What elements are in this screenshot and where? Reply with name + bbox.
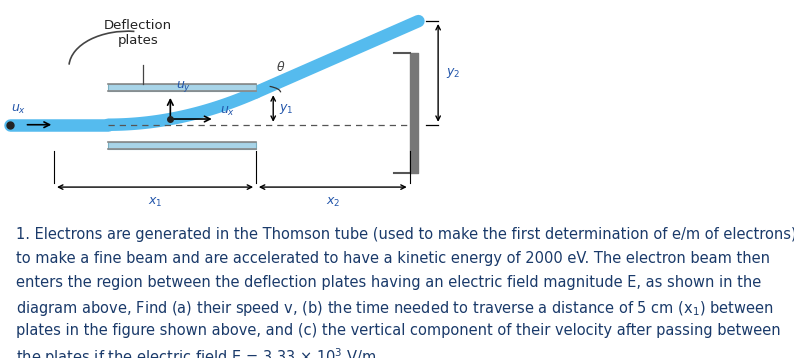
- Text: plates in the figure shown above, and (c) the vertical component of their veloci: plates in the figure shown above, and (c…: [16, 323, 781, 338]
- Text: the plates if the electric field E = 3.33 $\times$ 10$^3$ V/m.: the plates if the electric field E = 3.3…: [16, 347, 380, 358]
- Text: $y_2$: $y_2$: [445, 66, 460, 80]
- Text: 1. Electrons are generated in the Thomson tube (used to make the first determina: 1. Electrons are generated in the Thomso…: [16, 227, 794, 242]
- Text: $u_x$: $u_x$: [220, 105, 235, 118]
- Text: enters the region between the deflection plates having an electric field magnitu: enters the region between the deflection…: [16, 275, 761, 290]
- Text: Deflection
plates: Deflection plates: [104, 19, 172, 47]
- Bar: [108, 142, 256, 149]
- Text: diagram above, Find (a) their speed v, (b) the time needed to traverse a distanc: diagram above, Find (a) their speed v, (…: [16, 299, 773, 318]
- Text: $\theta$: $\theta$: [276, 60, 285, 74]
- Text: $x_2$: $x_2$: [326, 195, 340, 209]
- Text: $u_y$: $u_y$: [176, 79, 191, 94]
- Text: to make a fine beam and are accelerated to have a kinetic energy of 2000 eV. The: to make a fine beam and are accelerated …: [16, 251, 770, 266]
- Text: $x_1$: $x_1$: [148, 195, 162, 209]
- Text: $u_x$: $u_x$: [11, 103, 26, 116]
- Bar: [108, 84, 256, 91]
- Text: $y_1$: $y_1$: [279, 102, 294, 116]
